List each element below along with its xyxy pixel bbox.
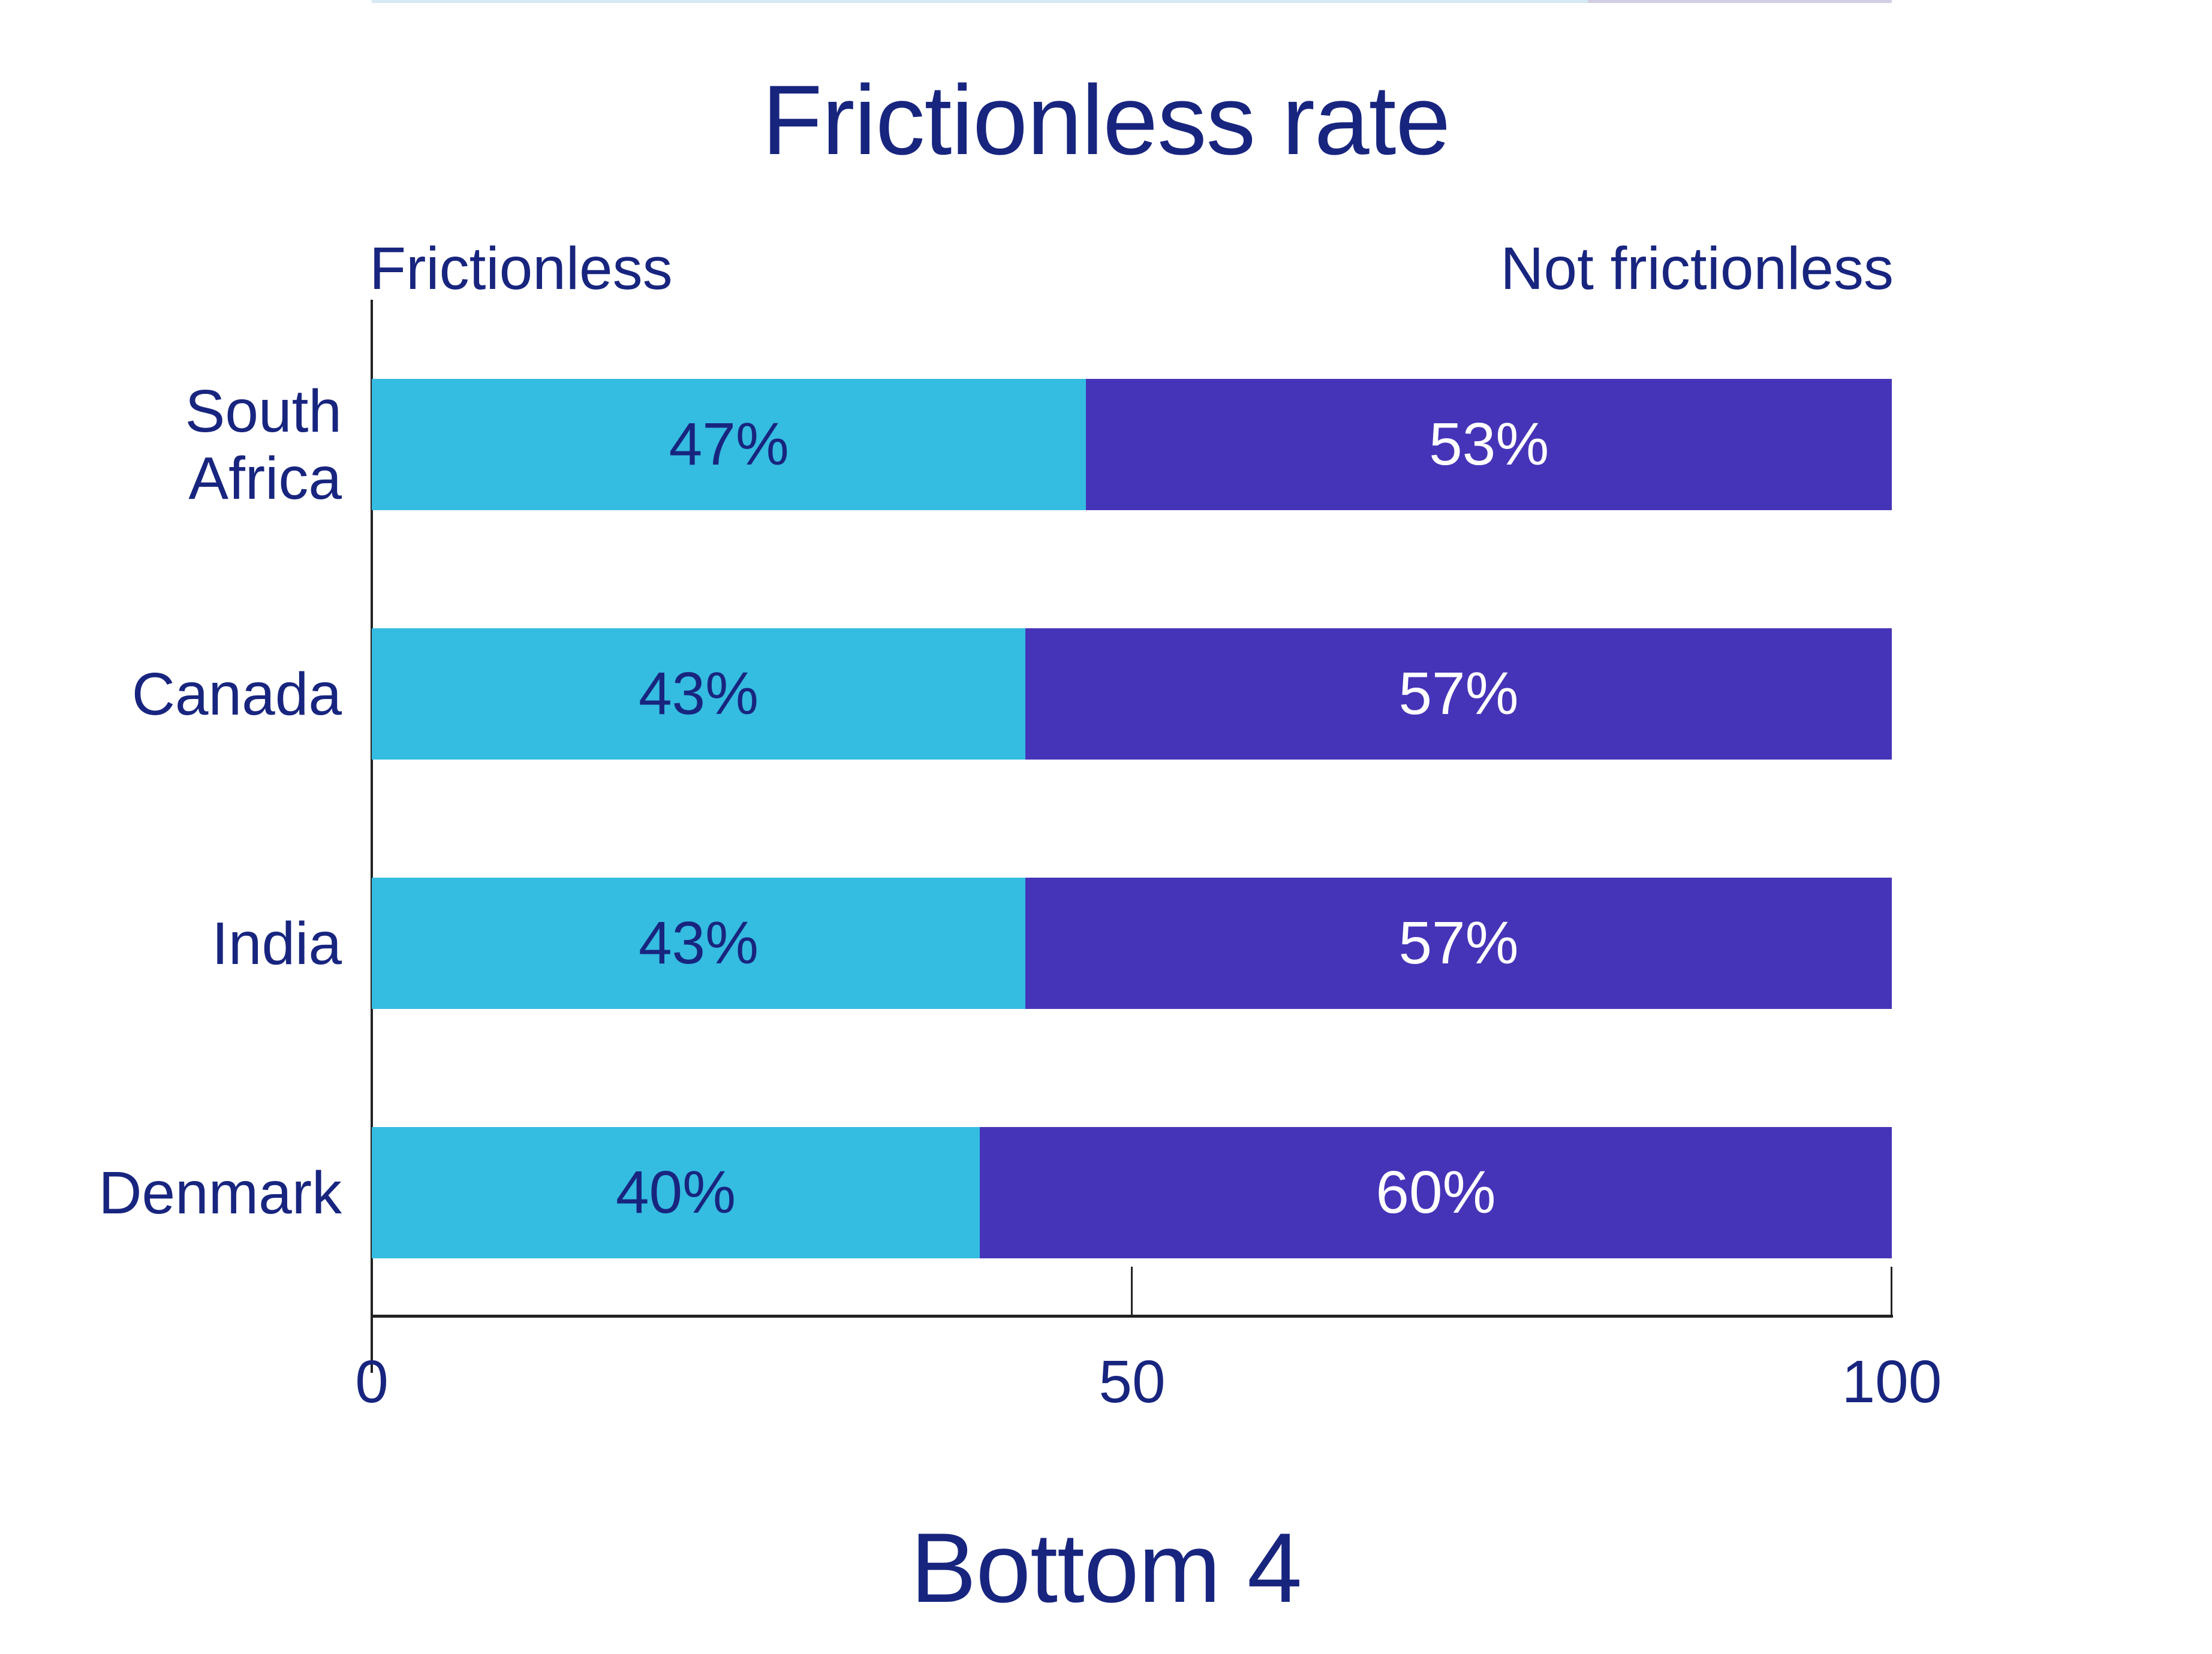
previous-chart-edge	[372, 0, 1892, 3]
x-tick-50	[1131, 1267, 1133, 1316]
bar-row-india: India 43% 57%	[0, 878, 2212, 1009]
bar-segment-frictionless: 43%	[372, 628, 1026, 760]
bar-row-south-africa: South Africa 47% 53%	[0, 377, 2212, 512]
bar-segment-not-frictionless: 57%	[1025, 628, 1892, 760]
category-label: Denmark	[98, 1159, 342, 1227]
stacked-bar: 40% 60%	[372, 1127, 1892, 1258]
previous-bar-not-frictionless-edge	[1588, 0, 1892, 3]
bar-segment-frictionless: 47%	[372, 379, 1087, 510]
stacked-bar: 43% 57%	[372, 878, 1892, 1009]
series-label-not-frictionless: Not frictionless	[1500, 235, 1894, 302]
bar-row-canada: Canada 43% 57%	[0, 628, 2212, 760]
series-label-frictionless: Frictionless	[369, 235, 673, 302]
bar-row-denmark: Denmark 40% 60%	[0, 1127, 2212, 1258]
y-axis-line	[371, 300, 373, 1373]
bar-segment-frictionless: 43%	[372, 878, 1026, 1009]
bar-segment-not-frictionless: 57%	[1025, 878, 1892, 1009]
stacked-bar: 47% 53%	[372, 379, 1892, 510]
category-label: India	[212, 909, 342, 977]
category-label: Canada	[131, 660, 342, 728]
x-axis-line	[371, 1315, 1893, 1318]
bar-segment-not-frictionless: 60%	[980, 1127, 1892, 1258]
chart-title: Frictionless rate	[762, 65, 1451, 175]
bar-segment-frictionless: 40%	[372, 1127, 980, 1258]
previous-bar-frictionless-edge	[372, 0, 1588, 3]
x-tick-label-50: 50	[1099, 1348, 1166, 1415]
x-tick-label-100: 100	[1841, 1348, 1942, 1415]
bar-segment-not-frictionless: 53%	[1086, 379, 1892, 510]
stacked-bar: 43% 57%	[372, 628, 1892, 760]
x-tick-label-0: 0	[355, 1348, 389, 1415]
footer-title: Bottom 4	[910, 1513, 1302, 1623]
x-tick-100	[1891, 1267, 1892, 1316]
category-label: South Africa	[185, 377, 342, 512]
